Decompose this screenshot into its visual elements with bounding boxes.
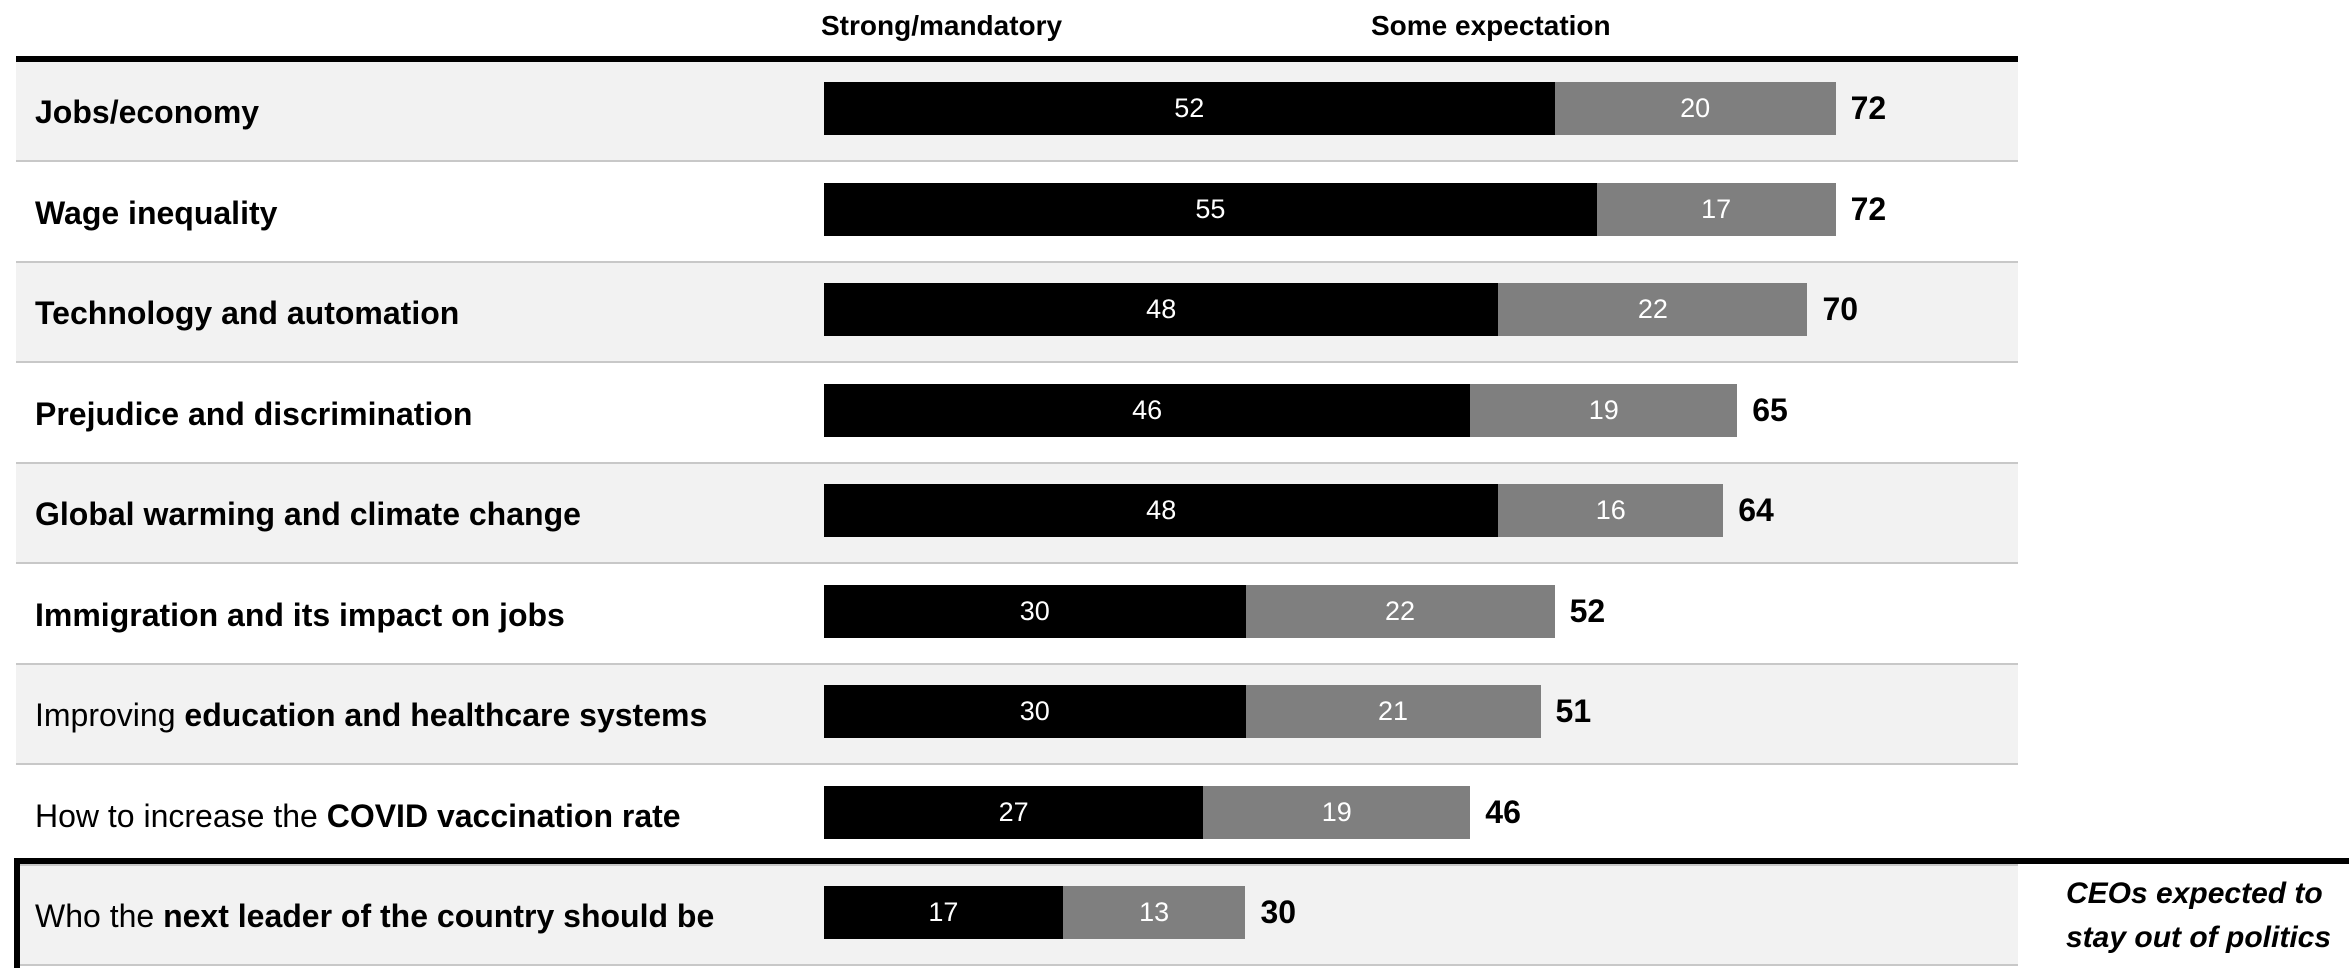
category-label: Prejudice and discrimination [35,364,472,464]
category-label-prefix: Who the [35,898,164,934]
category-label: Jobs/economy [35,62,259,162]
bar-some-expectation: 19 [1203,785,1471,839]
legend-strong-mandatory: Strong/mandatory [821,10,1063,41]
bar-strong-mandatory: 17 [824,886,1063,939]
callout-line-2: stay out of politics [2066,921,2332,954]
bar-some-expectation: 22 [1498,283,1808,336]
chart-row: Who the next leader of the country shoul… [16,866,2018,966]
category-label-bold: Global warming and climate change [35,496,581,532]
category-label: Who the next leader of the country shoul… [35,866,714,966]
bar-strong-mandatory: 48 [824,283,1499,336]
chart-row: Prejudice and discrimination 46 19 65 [16,364,2018,464]
category-label-bold: next leader of the country should be [163,898,715,934]
category-label-bold: Technology and automation [35,295,460,331]
legend-some-expectation: Some expectation [1371,10,1611,41]
chart-row: Technology and automation 48 22 70 [16,263,2018,363]
category-label-bold: COVID vaccination rate [326,797,681,834]
bar-some-expectation: 19 [1470,383,1738,437]
category-label: Global warming and climate change [35,464,581,564]
category-label-bold: Jobs/economy [35,94,260,130]
chart-row: Improving education and healthcare syste… [16,665,2018,765]
callout-line-1: CEOs expected to [2066,877,2323,910]
category-label-prefix: Improving [35,697,185,733]
bar-strong-mandatory: 48 [824,484,1499,537]
category-label: Improving education and healthcare syste… [35,665,707,765]
category-label: Technology and automation [35,263,459,363]
bar-some-expectation: 17 [1596,182,1836,236]
category-label-prefix: How to increase the [35,797,327,834]
total-label: 64 [1738,492,1774,528]
total-label: 52 [1569,592,1606,629]
category-label-bold: Immigration and its impact on jobs [35,596,565,633]
bar-some-expectation: 16 [1498,484,1724,537]
chart-row: Immigration and its impact on jobs 30 22 52 [16,565,2018,665]
bar-strong-mandatory: 30 [824,584,1246,638]
bar-some-expectation: 20 [1554,82,1836,135]
chart-row: Wage inequality 55 17 72 [16,163,2018,263]
category-label: Immigration and its impact on jobs [35,565,565,665]
total-label: 30 [1260,894,1297,930]
bar-some-expectation: 22 [1245,584,1555,638]
total-label: 72 [1850,190,1887,227]
category-label: Wage inequality [35,163,277,263]
category-label: How to increase the COVID vaccination ra… [35,766,681,866]
bar-some-expectation: 21 [1245,685,1541,738]
bar-strong-mandatory: 55 [824,182,1597,236]
bar-strong-mandatory: 46 [824,383,1471,437]
category-label-bold: Prejudice and discrimination [35,395,473,432]
total-label: 46 [1485,793,1521,830]
total-label: 72 [1850,90,1887,126]
header-rule [16,56,2018,62]
total-label: 65 [1752,391,1788,428]
bar-strong-mandatory: 52 [824,82,1555,135]
callout-annotation: CEOs expected to stay out of politics [2066,872,2331,960]
category-label-bold: education and healthcare systems [184,697,708,733]
chart-row: Global warming and climate change 48 16 64 [16,464,2018,564]
category-label-bold: Wage inequality [35,194,278,231]
total-label: 51 [1555,693,1592,729]
chart-row: How to increase the COVID vaccination ra… [16,766,2018,866]
bar-strong-mandatory: 30 [824,685,1246,738]
bar-some-expectation: 13 [1062,886,1246,939]
chart-row: Jobs/economy 52 20 72 [16,62,2018,162]
bar-strong-mandatory: 27 [824,785,1204,839]
total-label: 70 [1822,291,1859,327]
